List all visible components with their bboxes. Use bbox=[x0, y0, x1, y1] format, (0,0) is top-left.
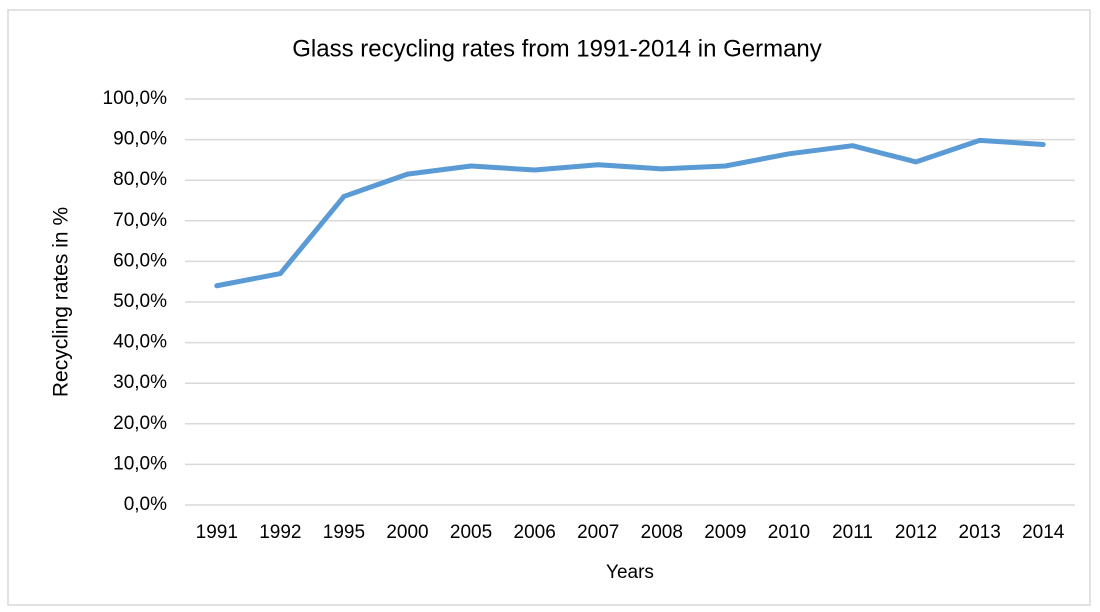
x-tick-label: 2008 bbox=[641, 522, 683, 543]
chart-title: Glass recycling rates from 1991-2014 in … bbox=[292, 35, 822, 62]
y-tick-label: 100,0% bbox=[103, 88, 168, 109]
x-tick-label: 2010 bbox=[768, 522, 810, 543]
x-tick-label: 2013 bbox=[959, 522, 1001, 543]
x-tick-label: 2005 bbox=[450, 522, 492, 543]
y-axis-label: Recycling rates in % bbox=[50, 207, 73, 397]
data-line bbox=[214, 137, 1046, 289]
y-tick-label: 20,0% bbox=[113, 413, 167, 434]
x-tick-label: 2014 bbox=[1022, 522, 1065, 543]
x-tick-label: 1991 bbox=[196, 522, 238, 543]
y-tick-label: 70,0% bbox=[113, 210, 167, 231]
y-tick-label: 90,0% bbox=[113, 129, 167, 150]
x-tick-label: 2011 bbox=[832, 522, 873, 543]
x-tick-label: 1992 bbox=[259, 522, 301, 543]
x-tick-label: 2000 bbox=[386, 522, 428, 543]
x-tick-label: 2012 bbox=[895, 522, 937, 543]
y-tick-label: 10,0% bbox=[113, 453, 167, 474]
y-tick-label: 50,0% bbox=[113, 291, 167, 312]
y-tick-label: 0,0% bbox=[124, 494, 167, 515]
x-tick-label: 2007 bbox=[577, 522, 619, 543]
x-tick-label: 2006 bbox=[514, 522, 556, 543]
y-tick-label: 30,0% bbox=[113, 372, 167, 393]
x-tick-label: 1995 bbox=[323, 522, 365, 543]
y-tick-label: 60,0% bbox=[113, 250, 167, 271]
y-tick-label: 40,0% bbox=[113, 332, 167, 353]
y-tick-label: 80,0% bbox=[113, 169, 167, 190]
x-axis-label: Years bbox=[606, 562, 654, 583]
chart-border bbox=[7, 9, 1091, 606]
x-tick-label: 2009 bbox=[704, 522, 746, 543]
